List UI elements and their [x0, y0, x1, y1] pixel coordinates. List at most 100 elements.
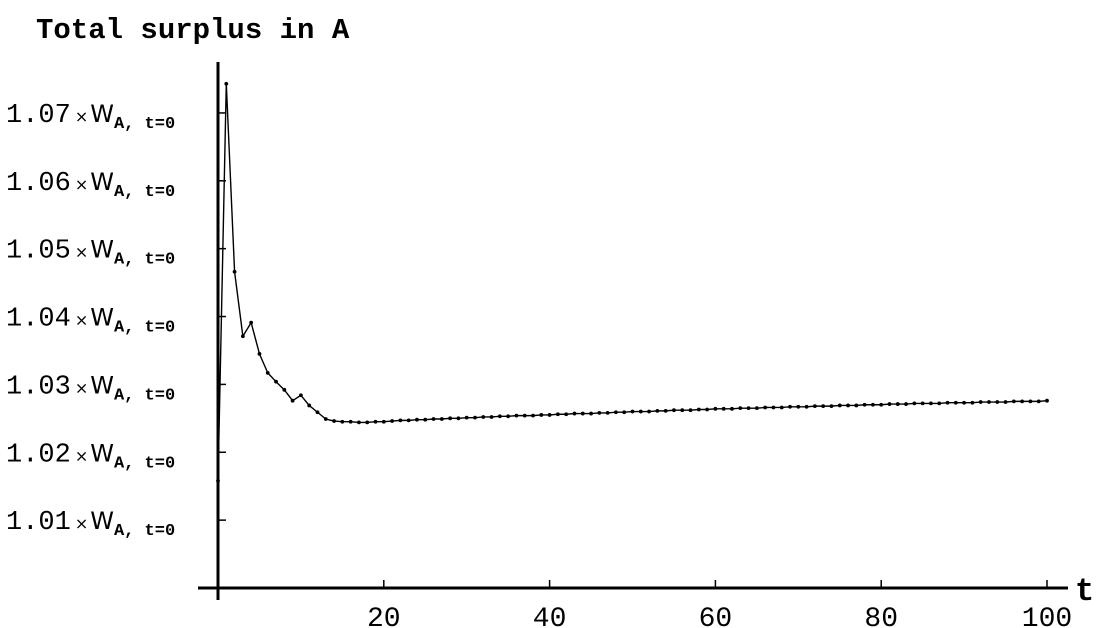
data-point [962, 400, 966, 405]
data-point [564, 412, 569, 417]
data-point [945, 400, 950, 405]
data-point [721, 406, 726, 411]
data-point [987, 400, 991, 404]
data-point [340, 419, 345, 424]
data-point [705, 407, 710, 412]
data-point [274, 379, 278, 384]
data-point [696, 407, 701, 412]
data-point [572, 411, 577, 416]
x-axis-label: t [1075, 573, 1094, 610]
y-tick-label: 1.07 ×WA, t=0 [6, 100, 175, 134]
y-tick-label: 1.04 ×WA, t=0 [6, 304, 175, 338]
data-point [315, 410, 320, 415]
data-point [332, 419, 336, 423]
data-point [804, 404, 809, 409]
data-point [497, 414, 502, 419]
data-point [415, 417, 419, 422]
data-point [862, 402, 867, 407]
series-layer [216, 81, 1049, 483]
data-point [779, 405, 784, 410]
data-point [970, 400, 975, 405]
data-point [299, 393, 303, 398]
data-point [937, 401, 942, 406]
data-point [821, 404, 826, 409]
data-point [655, 408, 660, 413]
data-point [473, 415, 477, 420]
data-point [887, 402, 892, 406]
data-point [282, 387, 287, 392]
data-point [829, 404, 834, 409]
data-point [439, 417, 444, 421]
data-point [713, 406, 718, 411]
data-point [514, 413, 519, 418]
data-point [232, 269, 237, 274]
data-point [257, 351, 262, 356]
data-point [879, 402, 884, 407]
data-point [597, 411, 602, 415]
data-point [539, 413, 544, 417]
data-point [846, 403, 850, 408]
data-point [837, 403, 842, 408]
data-point [390, 419, 394, 423]
y-tick-label: 1.03 ×WA, t=0 [6, 371, 175, 405]
data-point [555, 412, 560, 417]
data-point [730, 406, 734, 411]
data-point [929, 401, 933, 406]
x-tick-label: 60 [699, 604, 733, 628]
data-point [763, 405, 768, 410]
data-point [647, 409, 651, 414]
x-tick-label: 20 [367, 604, 401, 628]
data-point [464, 415, 469, 420]
data-point [481, 415, 486, 419]
data-point [406, 418, 411, 423]
x-axis-ticks: 20 40 60 80 100 [367, 580, 1072, 628]
data-point [448, 416, 453, 421]
data-point [522, 413, 527, 418]
data-point [688, 408, 693, 413]
data-point [365, 420, 370, 425]
data-point [373, 419, 378, 424]
data-point [622, 410, 627, 415]
data-point [1036, 399, 1041, 404]
data-point [796, 404, 801, 409]
data-point [771, 405, 776, 410]
y-tick-label: 1.06 ×WA, t=0 [6, 168, 175, 202]
chart-title: Total surplus in A [36, 14, 350, 47]
data-point [871, 402, 875, 407]
data-point [240, 334, 245, 339]
x-tick-label: 80 [864, 604, 898, 628]
data-point [995, 400, 1000, 404]
data-point [1028, 399, 1033, 404]
data-point [754, 406, 759, 411]
data-point [672, 408, 676, 413]
data-point [953, 400, 958, 405]
data-point [381, 419, 386, 424]
y-axis-ticks: 1.01 ×WA, t=0 1.02 ×WA, t=0 1.03 ×WA, t=0 1.04… [6, 100, 226, 541]
data-point [912, 401, 917, 406]
data-point [307, 403, 312, 408]
data-point [431, 417, 436, 421]
data-point [348, 419, 353, 424]
data-point [1011, 399, 1016, 404]
data-point [506, 414, 511, 419]
data-point [589, 411, 593, 416]
data-point [489, 415, 494, 419]
data-point [531, 413, 535, 418]
data-point [738, 406, 743, 411]
data-point [788, 404, 792, 409]
y-tick-label: 1.05 ×WA, t=0 [6, 236, 175, 270]
data-point [614, 410, 618, 415]
data-point [638, 409, 643, 414]
x-tick-label: 100 [1022, 604, 1072, 628]
data-point [1020, 399, 1025, 404]
data-point [357, 420, 361, 425]
data-point [398, 418, 403, 423]
data-point [630, 409, 635, 414]
data-point [580, 411, 585, 416]
data-point [265, 370, 270, 375]
data-point [920, 401, 925, 406]
data-point [224, 81, 229, 86]
data-point [423, 417, 428, 422]
data-point [290, 398, 295, 403]
